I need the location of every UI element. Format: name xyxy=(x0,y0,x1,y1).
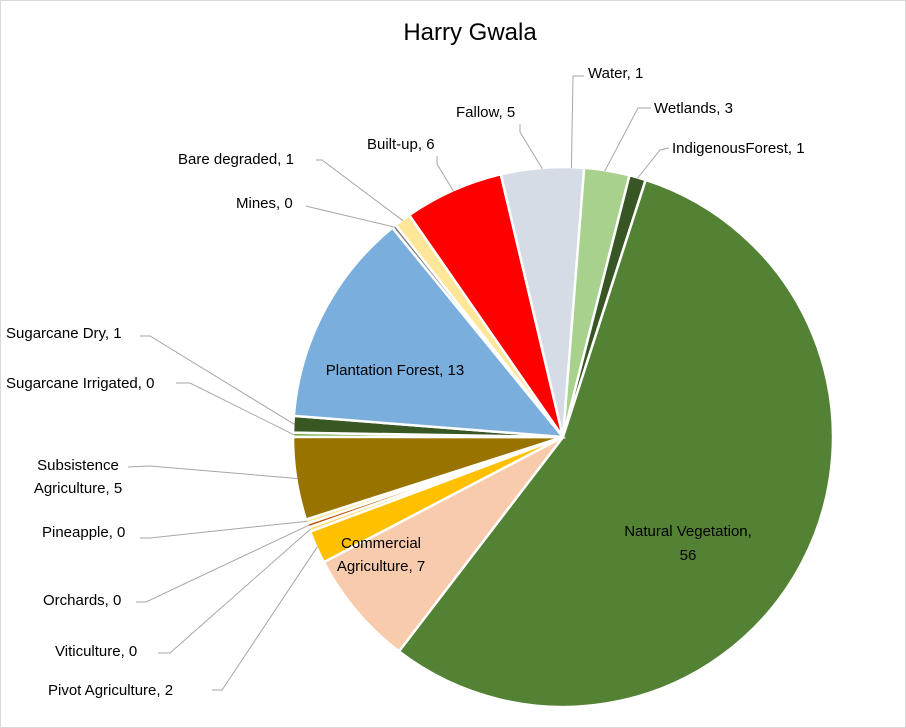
label-pineapple: Pineapple, 0 xyxy=(42,524,125,541)
label-water: Water, 1 xyxy=(588,65,643,82)
label-natural-vegetation-line2: 56 xyxy=(680,547,697,564)
leader-line-pineapple xyxy=(140,520,308,539)
leader-line-fallow xyxy=(519,124,543,170)
leader-line-mines xyxy=(305,205,395,228)
leader-line-wetlands xyxy=(604,107,651,172)
label-natural-vegetation-line1: Natural Vegetation, xyxy=(624,523,752,540)
leader-line-bare-degraded xyxy=(316,159,404,222)
leader-line-indigenousforest xyxy=(636,147,670,179)
leader-line-sugarcane-dry xyxy=(140,335,295,425)
leader-lines xyxy=(127,75,670,691)
label-wetlands: Wetlands, 3 xyxy=(654,100,733,117)
label-mines: Mines, 0 xyxy=(236,195,293,212)
label-built-up: Built-up, 6 xyxy=(367,136,435,153)
slice-plantation-forest xyxy=(292,225,566,439)
label-commercial-agriculture-line2: Agriculture, 7 xyxy=(337,558,425,575)
chart-title: Harry Gwala xyxy=(403,19,537,46)
leader-line-viticulture xyxy=(158,528,311,654)
label-commercial-agriculture-line1: Commercial xyxy=(341,535,421,552)
label-viticulture: Viticulture, 0 xyxy=(55,643,137,660)
pie-slices xyxy=(291,165,835,709)
label-subsistence-agriculture-line2: Agriculture, 5 xyxy=(34,480,122,497)
leader-line-orchards xyxy=(136,524,310,603)
label-sugarcane-dry: Sugarcane Dry, 1 xyxy=(6,325,122,342)
label-sugarcane-irrigated: Sugarcane Irrigated, 0 xyxy=(6,375,154,392)
label-orchards: Orchards, 0 xyxy=(43,592,121,609)
label-fallow: Fallow, 5 xyxy=(456,104,515,121)
leader-line-pivot-agriculture xyxy=(212,546,318,691)
label-pivot-agriculture: Pivot Agriculture, 2 xyxy=(48,682,173,699)
leader-line-subsistence-agriculture xyxy=(127,465,298,479)
leader-line-sugarcane-irrigated xyxy=(176,382,295,436)
label-indigenous-forest: IndigenousForest, 1 xyxy=(672,140,805,157)
leader-line-built-up xyxy=(436,156,454,192)
leader-line-water xyxy=(570,75,584,169)
slice-commercial-agriculture xyxy=(322,435,564,654)
slice-natural-vegetation xyxy=(397,178,835,709)
label-plantation-forest: Plantation Forest, 13 xyxy=(326,362,464,379)
label-bare-degraded: Bare degraded, 1 xyxy=(178,151,294,168)
label-subsistence-agriculture-line1: Subsistence xyxy=(37,457,119,474)
